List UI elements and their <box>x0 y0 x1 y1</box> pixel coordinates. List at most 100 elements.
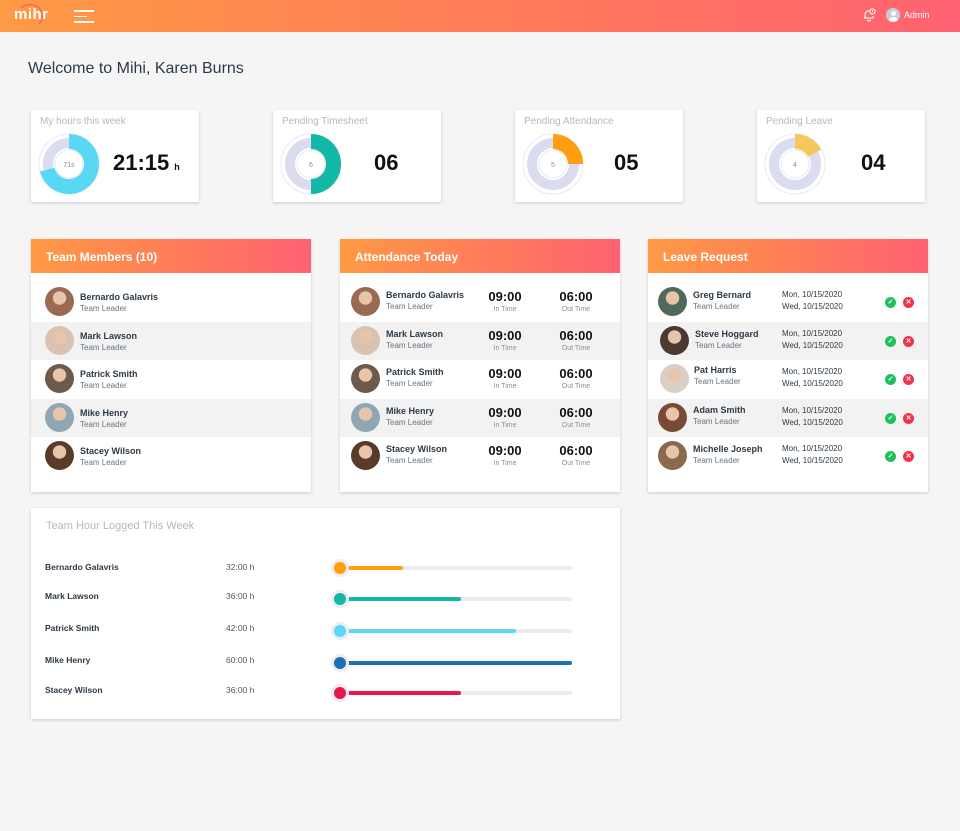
avatar <box>45 364 74 393</box>
stat-card-pending-timesheet: Pending Timesheet 6 06 <box>273 110 441 202</box>
hours-value: 60:00 h <box>226 655 255 665</box>
leave-to-date: Wed, 10/15/2020 <box>782 456 843 465</box>
leave-to-date: Wed, 10/15/2020 <box>782 417 843 427</box>
list-item[interactable]: Bernardo Galavris Team Leader 09:00 In Time… <box>340 283 620 322</box>
panel-title: Leave Request <box>648 239 928 273</box>
stat-value-number: 06 <box>374 150 399 175</box>
member-name: Michelle Joseph <box>693 444 763 454</box>
out-time: 06:00 <box>559 366 593 381</box>
hours-value: 32:00 h <box>226 562 255 572</box>
member-name: Stacey Wilson <box>45 685 103 695</box>
leave-from-date: Mon, 10/15/2020 <box>782 290 843 299</box>
approve-button[interactable]: ✓ <box>885 335 896 347</box>
leave-request-panel: Leave Request Greg Bernard Team Leader Mon… <box>648 239 928 492</box>
list-item[interactable]: Mike Henry Team Leader 09:00 In Time 06:00 Ou… <box>340 398 620 437</box>
member-name: Stacey Wilson <box>80 446 141 456</box>
out-time: 06:00 <box>559 289 593 304</box>
member-role: Team Leader <box>80 304 127 313</box>
donut-segment <box>39 134 99 194</box>
in-time: 09:00 <box>488 289 522 304</box>
reject-button[interactable]: ✕ <box>903 374 914 385</box>
slider-handle[interactable] <box>331 622 349 640</box>
list-item[interactable]: Mike Henry Team Leader <box>31 398 311 437</box>
stat-unit: h <box>174 162 180 172</box>
list-item: Steve Hoggard Team Leader Mon, 10/15/2020 W… <box>648 321 928 360</box>
member-name: Patrick Smith <box>386 367 444 377</box>
reject-button[interactable]: ✕ <box>903 451 914 462</box>
list-item[interactable]: Mark Lawson Team Leader 09:00 In Time 06:00 O… <box>340 321 620 360</box>
team-hours-card: Team Hour Logged This Week Bernardo Gala… <box>31 508 620 719</box>
approve-button[interactable]: ✓ <box>885 412 896 424</box>
member-name: Adam Smith <box>693 404 746 415</box>
panel-title: Team Members (10) <box>31 239 311 273</box>
reject-button[interactable]: ✕ <box>903 412 914 424</box>
user-avatar-icon[interactable] <box>886 8 900 22</box>
logo[interactable]: mihr <box>14 6 49 23</box>
member-name: Bernardo Galavris <box>386 290 465 300</box>
member-role: Team Leader <box>80 458 127 467</box>
member-name: Mark Lawson <box>80 330 138 341</box>
member-name: Mark Lawson <box>45 591 99 601</box>
out-time-label: Out Time <box>561 383 591 390</box>
member-name: Stacey Wilson <box>386 444 447 454</box>
avatar <box>45 441 74 470</box>
progress-track <box>331 684 572 702</box>
reject-button[interactable]: ✕ <box>903 335 914 347</box>
approve-button[interactable]: ✓ <box>885 374 896 385</box>
member-name: Greg Bernard <box>693 290 752 300</box>
team-members-panel: Team Members (10) Bernardo Galavris Team … <box>31 239 311 492</box>
list-item[interactable]: Stacey Wilson Team Leader 09:00 In Time 06:0… <box>340 437 620 476</box>
progress-track <box>331 622 572 640</box>
progress-track <box>331 559 572 577</box>
hours-value: 36:00 h <box>226 591 255 601</box>
progress-fill <box>340 597 461 601</box>
slider-handle[interactable] <box>331 590 349 608</box>
in-time-label: In Time <box>493 421 517 429</box>
slider-handle[interactable] <box>331 654 349 672</box>
donut-center-label: 4 <box>793 162 797 169</box>
donut-center-label: 71s <box>63 162 75 169</box>
member-role: Team Leader <box>386 302 433 311</box>
attendance-list: Bernardo Galavris Team Leader 09:00 In Time… <box>340 273 620 476</box>
bell-icon[interactable] <box>862 8 876 22</box>
donut-center <box>296 149 326 179</box>
leave-from-date: Mon, 10/15/2020 <box>782 444 843 453</box>
avatar <box>658 441 687 470</box>
reject-button[interactable]: ✕ <box>903 297 914 308</box>
hours-row: Bernardo Galavris 32:00 h <box>31 558 620 578</box>
hours-row: Patrick Smith 42:00 h <box>31 619 620 640</box>
list-item[interactable]: Stacey Wilson Team Leader <box>31 437 311 476</box>
list-item: Pat Harris Team Leader Mon, 10/15/2020 Wed,… <box>648 360 928 399</box>
list-item: Adam Smith Team Leader Mon, 10/15/2020 Wed,… <box>648 398 928 437</box>
member-name: Mark Lawson <box>386 328 444 339</box>
hours-row: Mark Lawson 36:00 h <box>31 587 620 608</box>
list-item[interactable]: Mark Lawson Team Leader <box>31 321 311 360</box>
list-item[interactable]: Patrick Smith Team Leader 09:00 In Time 06:0… <box>340 360 620 399</box>
stat-card-hours: My hours this week 71s 21:15 h <box>31 110 199 202</box>
approve-button[interactable]: ✓ <box>885 297 896 308</box>
list-item[interactable]: Patrick Smith Team Leader <box>31 360 311 399</box>
slider-handle[interactable] <box>331 559 349 577</box>
member-role: Team Leader <box>80 381 127 390</box>
menu-icon[interactable] <box>74 10 94 23</box>
leave-to-date: Wed, 10/15/2020 <box>782 302 843 311</box>
list-item[interactable]: Bernardo Galavris Team Leader <box>31 283 311 322</box>
avatar <box>351 441 380 470</box>
member-name: Patrick Smith <box>80 369 138 379</box>
card-title: Team Hour Logged This Week <box>46 520 195 532</box>
member-role: Team Leader <box>695 340 742 350</box>
donut-segment <box>795 134 822 157</box>
progress-fill <box>340 691 461 695</box>
approve-button[interactable]: ✓ <box>885 451 896 462</box>
avatar <box>658 402 687 432</box>
avatar <box>660 364 689 393</box>
out-time-label: Out Time <box>561 344 591 352</box>
member-name: Bernardo Galavris <box>80 292 159 302</box>
slider-handle[interactable] <box>331 684 349 702</box>
admin-menu[interactable]: Admin <box>904 10 930 20</box>
leave-from-date: Mon, 10/15/2020 <box>782 328 843 338</box>
out-time: 06:00 <box>559 443 593 458</box>
donut-chart: 71s <box>38 133 100 195</box>
progress-track <box>331 654 572 672</box>
leave-to-date: Wed, 10/15/2020 <box>782 340 843 350</box>
